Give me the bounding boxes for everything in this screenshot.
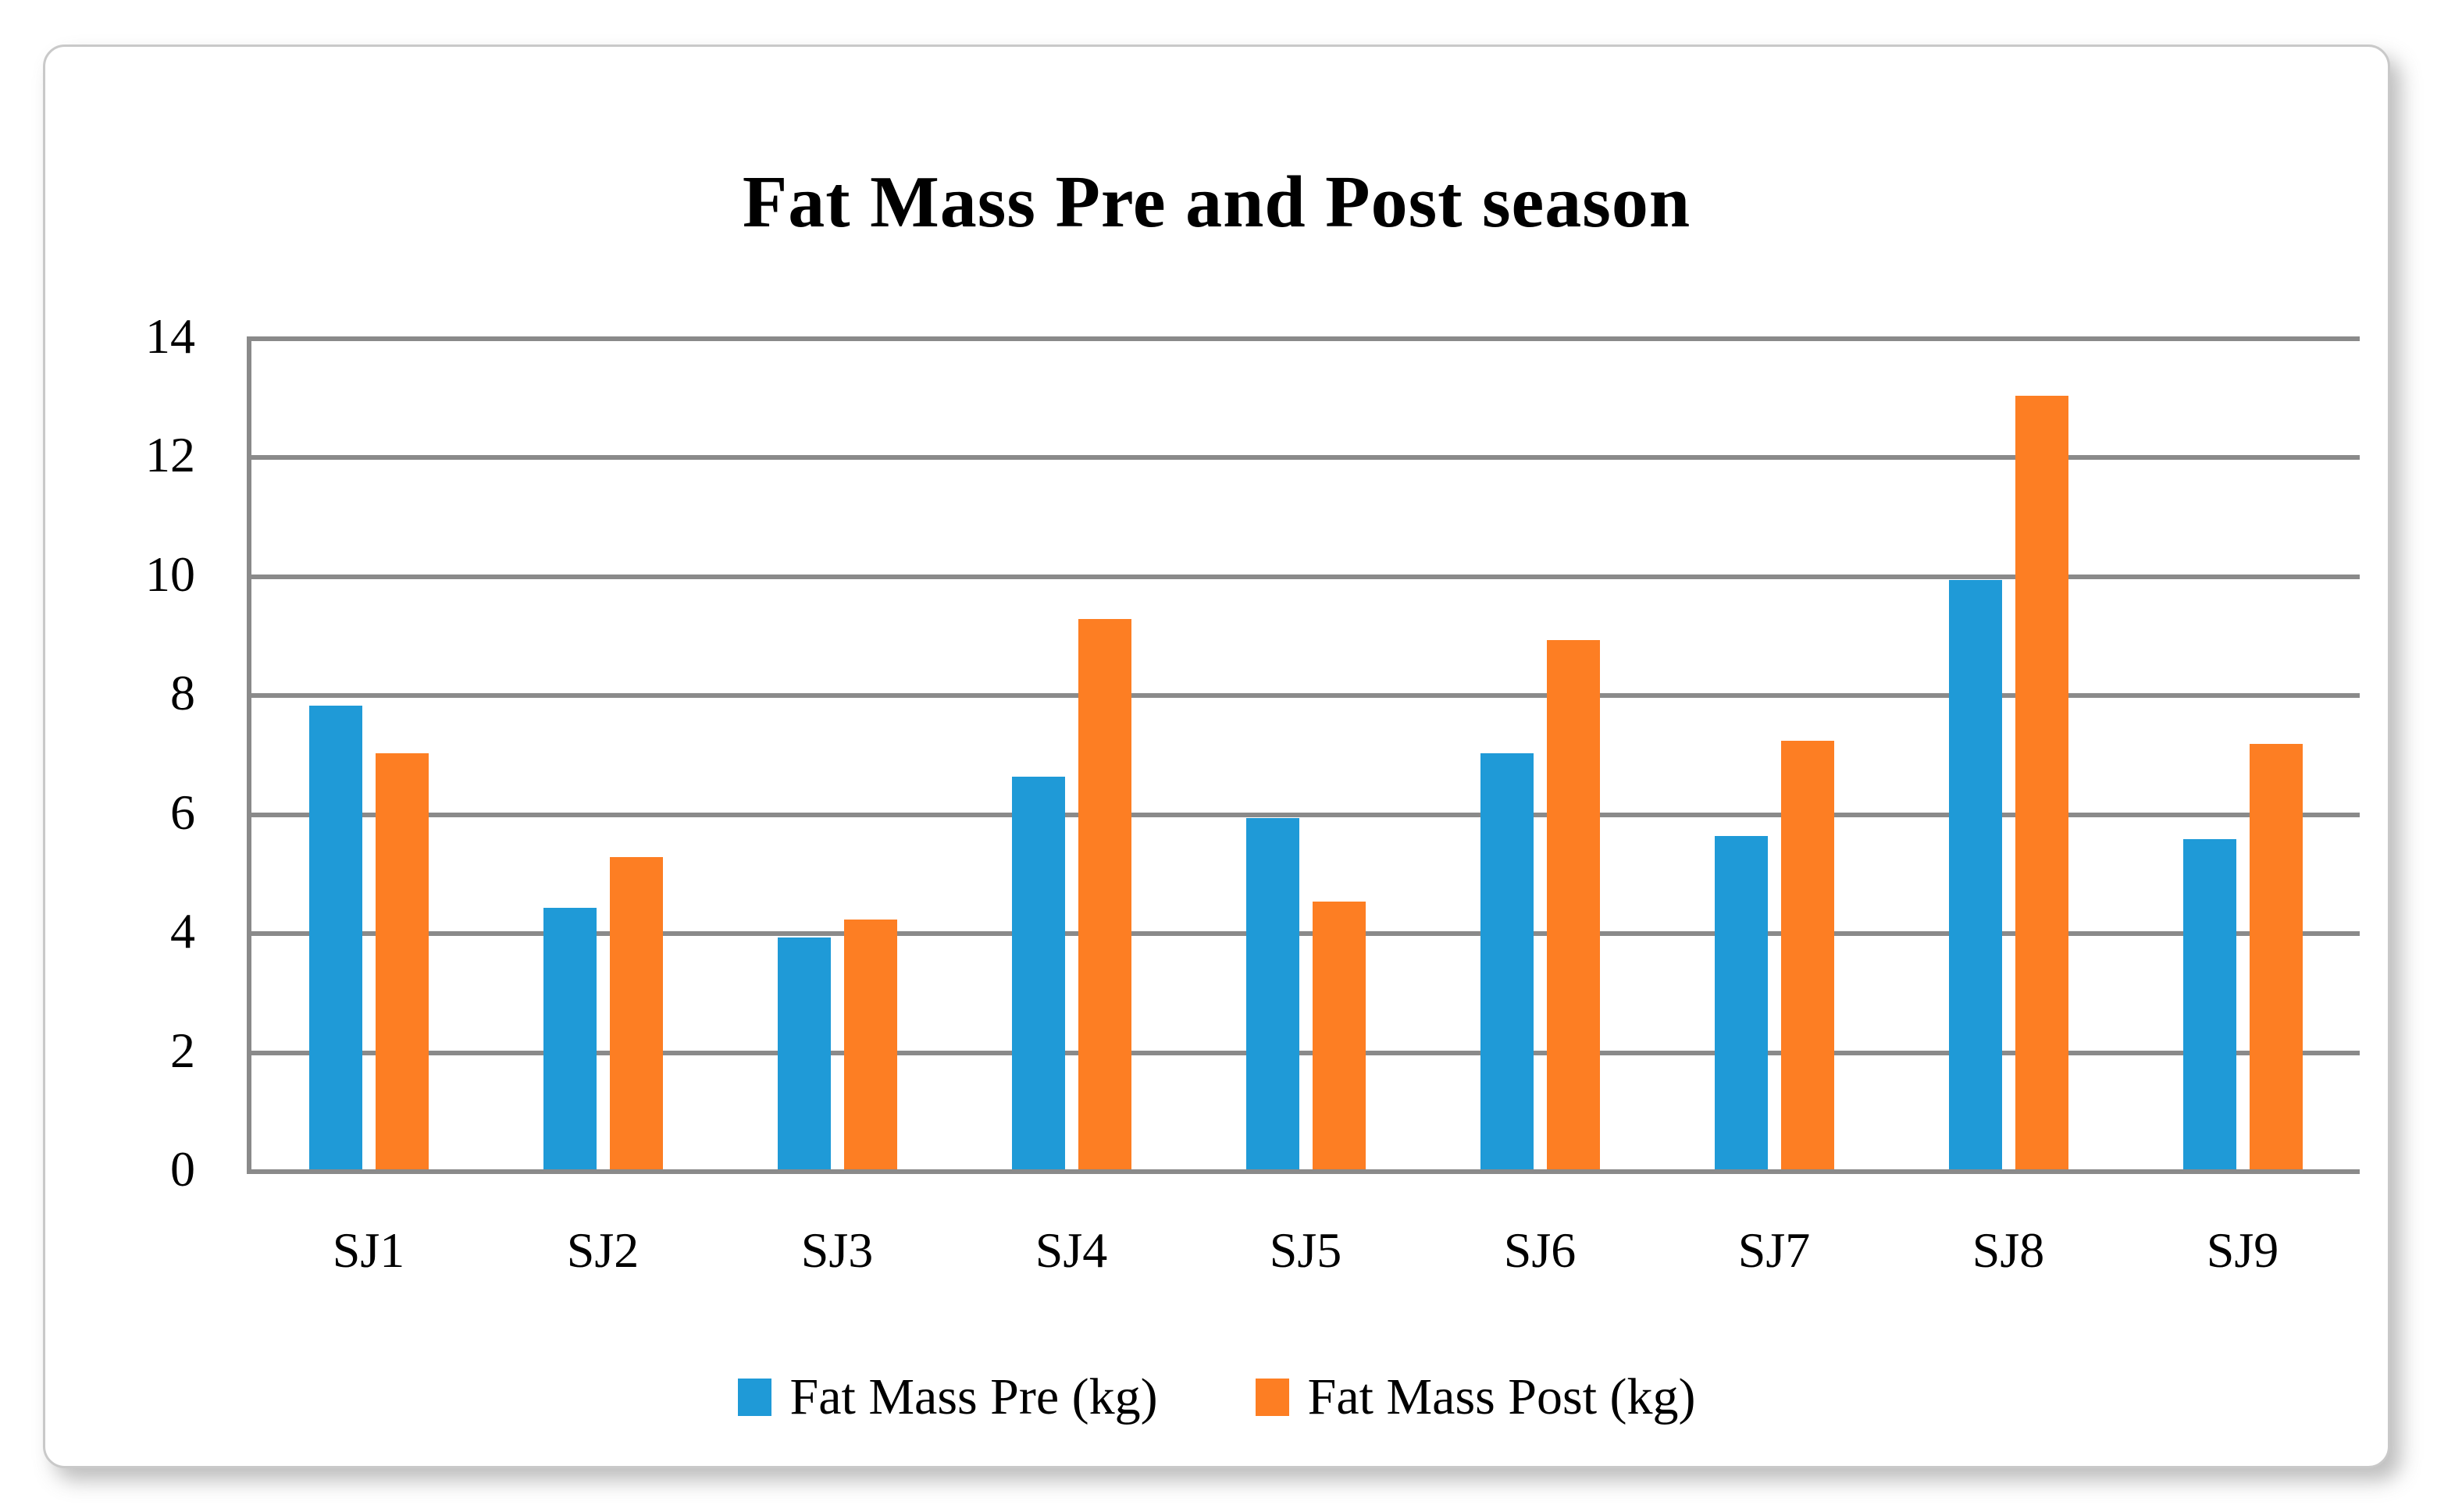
bar-pre xyxy=(1245,818,1299,1169)
y-axis-tick-label: 6 xyxy=(170,784,195,840)
x-axis-category-label: SJ3 xyxy=(800,1222,874,1278)
x-axis-labels: SJ1 SJ2 SJ3 SJ4 SJ5 SJ6 SJ7 SJ8 SJ9 xyxy=(251,1222,2360,1279)
bar-post xyxy=(843,919,897,1169)
y-axis-labels: 0 2 4 6 8 10 12 14 xyxy=(45,311,195,1194)
bar-pre xyxy=(543,907,597,1169)
bar-post xyxy=(375,752,429,1169)
bar-pre xyxy=(1714,836,1768,1169)
bar-pre xyxy=(1480,752,1534,1169)
bar-post xyxy=(1546,639,1600,1169)
x-axis-category-label: SJ2 xyxy=(566,1222,640,1278)
bar-post xyxy=(1078,619,1131,1169)
x-axis-category-label: SJ1 xyxy=(332,1222,405,1278)
bar-pre xyxy=(308,705,362,1169)
bars-container xyxy=(251,336,2360,1169)
y-axis-tick-label: 2 xyxy=(170,1022,195,1078)
bar-post xyxy=(2015,396,2068,1169)
gridline xyxy=(247,455,2360,461)
x-axis-category-label: SJ5 xyxy=(1269,1222,1342,1278)
bar-pre xyxy=(777,937,831,1169)
y-axis-tick-label: 4 xyxy=(170,903,195,959)
legend-label: Fat Mass Pre (kg) xyxy=(789,1368,1158,1425)
bar-group xyxy=(486,336,720,1169)
bar-group xyxy=(954,336,1188,1169)
gridline xyxy=(247,1169,2360,1174)
bar-pre xyxy=(1948,580,2002,1169)
y-axis-tick-label: 8 xyxy=(170,665,195,721)
y-axis-tick-label: 0 xyxy=(170,1141,195,1197)
legend-item: Fat Mass Post (kg) xyxy=(1255,1368,1696,1427)
chart-title: Fat Mass Pre and Post season xyxy=(742,162,1691,243)
gridline xyxy=(247,1050,2360,1055)
plot-area xyxy=(247,336,2360,1174)
bar-pre xyxy=(2182,839,2236,1169)
y-axis-tick-label: 14 xyxy=(145,308,195,364)
legend-swatch-pre xyxy=(737,1379,771,1416)
gridline xyxy=(247,336,2360,341)
legend-label: Fat Mass Post (kg) xyxy=(1307,1368,1696,1425)
x-axis-category-label: SJ4 xyxy=(1035,1222,1108,1278)
legend-item: Fat Mass Pre (kg) xyxy=(737,1368,1158,1427)
bar-post xyxy=(1312,902,1366,1169)
bar-group xyxy=(1891,336,2125,1169)
gridline xyxy=(247,931,2360,937)
bar-group xyxy=(1423,336,1657,1169)
x-axis-category-label: SJ8 xyxy=(1972,1222,2045,1278)
x-axis-category-label: SJ7 xyxy=(1737,1222,1811,1278)
y-axis-tick-label: 12 xyxy=(145,427,195,483)
bar-pre xyxy=(1011,777,1065,1169)
gridline xyxy=(247,693,2360,699)
legend-swatch-post xyxy=(1255,1379,1289,1416)
bar-post xyxy=(1780,741,1834,1169)
gridline xyxy=(247,812,2360,817)
gridline xyxy=(247,574,2360,579)
chart-card: Fat Mass Pre and Post season 0 2 4 6 8 10 12 14… xyxy=(43,44,2390,1468)
x-axis-category-label: SJ6 xyxy=(1503,1222,1577,1278)
bar-group xyxy=(1188,336,1423,1169)
bar-group xyxy=(2125,336,2360,1169)
bar-post xyxy=(2249,744,2303,1169)
bar-group xyxy=(1657,336,1891,1169)
bar-post xyxy=(609,856,663,1169)
legend: Fat Mass Pre (kg) Fat Mass Post (kg) xyxy=(45,1368,2388,1427)
bar-group xyxy=(720,336,954,1169)
bar-group xyxy=(251,336,486,1169)
x-axis-category-label: SJ9 xyxy=(2206,1222,2279,1278)
y-axis-tick-label: 10 xyxy=(145,546,195,602)
